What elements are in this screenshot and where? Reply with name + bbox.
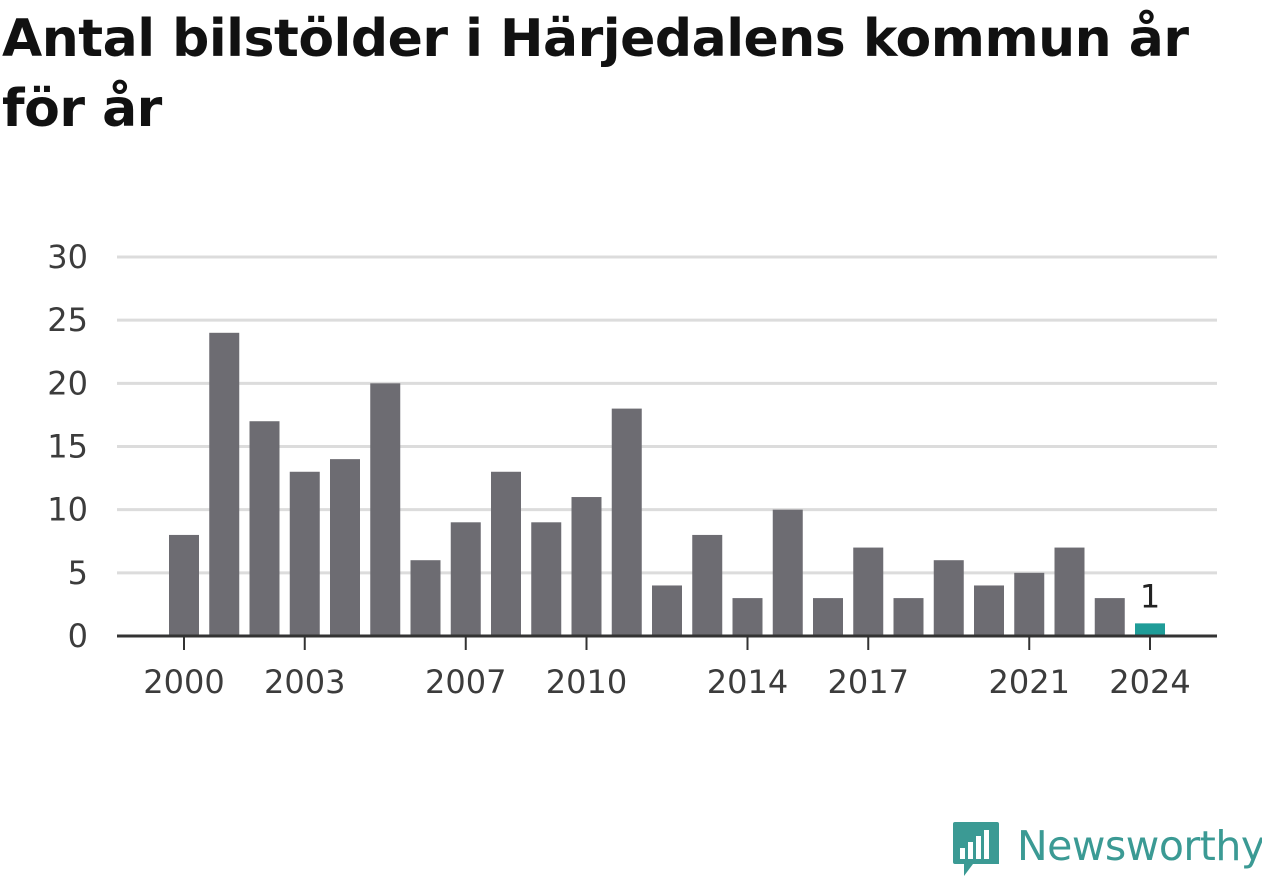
x-tick-label: 2000	[143, 663, 224, 701]
bar-2021	[1014, 572, 1045, 636]
bar-2001	[209, 332, 240, 636]
y-tick-label: 15	[47, 428, 88, 466]
x-tick-label: 2021	[989, 663, 1070, 701]
brand-name: Newsworthy	[1017, 822, 1262, 870]
y-tick-label: 30	[47, 238, 88, 276]
y-tick-label: 10	[47, 491, 88, 529]
chart-title: Antal bilstölder i Härjedalens kommun år…	[2, 9, 1189, 139]
bar-2009	[531, 522, 562, 636]
bar-2004	[330, 459, 360, 636]
bar-2008	[491, 471, 521, 636]
x-tick-label: 2010	[546, 663, 627, 701]
data-label-2024: 1	[1140, 577, 1160, 615]
bar-2010	[571, 497, 602, 636]
y-tick-label: 0	[68, 617, 88, 655]
newsworthy-logo-icon	[953, 822, 999, 876]
bar-2012	[652, 585, 682, 636]
bar-2003	[289, 471, 320, 636]
bar-2024	[1135, 623, 1165, 636]
x-tick-label: 2017	[828, 663, 909, 701]
y-tick-label: 5	[68, 554, 88, 592]
bar-2017	[853, 547, 884, 636]
x-tick-label: 2003	[264, 663, 345, 701]
bar-2015	[772, 509, 803, 636]
bar-2014	[732, 598, 763, 636]
bar-2005	[370, 383, 401, 636]
bar-2000	[169, 534, 199, 636]
x-tick-label: 2024	[1109, 663, 1190, 701]
x-tick-label: 2014	[707, 663, 788, 701]
bar-2023	[1094, 598, 1125, 636]
bar-2007	[450, 522, 481, 636]
bar-2013	[692, 534, 723, 636]
brand-logo: Newsworthy	[951, 818, 1262, 880]
bar-2002	[249, 421, 280, 636]
bar-2006	[410, 560, 441, 636]
bar-2022	[1054, 547, 1085, 636]
bar-2020	[974, 585, 1004, 636]
bar-2018	[893, 598, 924, 636]
bar-2016	[813, 598, 843, 636]
y-tick-label: 25	[47, 301, 88, 339]
bar-2011	[611, 408, 642, 636]
bar-2019	[933, 560, 964, 636]
x-tick-label: 2007	[425, 663, 506, 701]
y-tick-label: 20	[47, 364, 88, 402]
